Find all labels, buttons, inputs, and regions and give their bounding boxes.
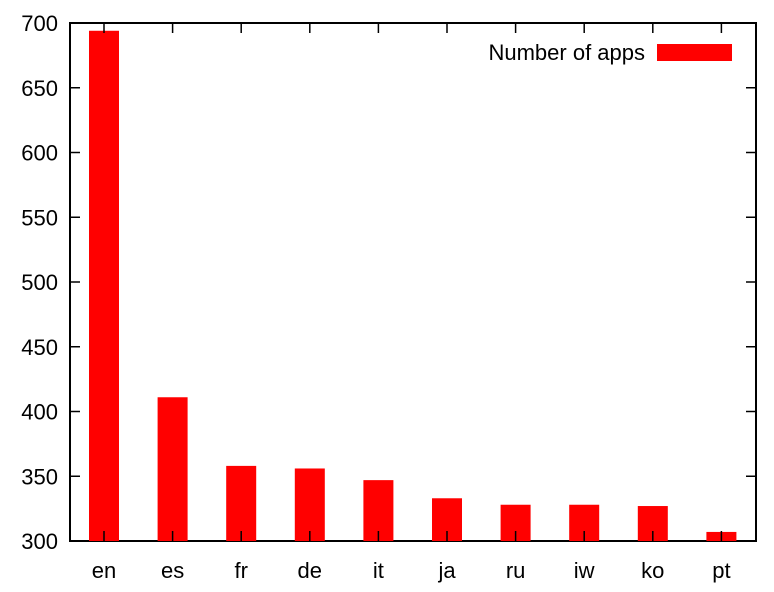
x-tick-label-ja: ja — [437, 558, 456, 583]
bar-es — [157, 397, 188, 541]
y-tick-label: 400 — [21, 400, 58, 425]
y-tick-label: 700 — [21, 11, 58, 36]
x-tick-label-fr: fr — [234, 558, 247, 583]
legend-swatch — [657, 44, 732, 61]
x-tick-label-en: en — [92, 558, 116, 583]
bar-it — [363, 480, 394, 541]
x-tick-label-ru: ru — [506, 558, 526, 583]
y-tick-label: 550 — [21, 205, 58, 230]
bar-en — [89, 30, 119, 542]
x-axis: en es fr de it ja ru iw ko pt — [92, 23, 731, 583]
y-tick-label: 650 — [21, 76, 58, 101]
bars — [89, 30, 737, 542]
y-tick-label: 300 — [21, 529, 58, 554]
y-tick-label: 600 — [21, 141, 58, 166]
y-tick-label: 450 — [21, 335, 58, 360]
x-tick-label-iw: iw — [574, 558, 595, 583]
x-tick-label-es: es — [161, 558, 184, 583]
y-tick-label: 350 — [21, 464, 58, 489]
bar-de — [294, 468, 325, 541]
y-tick-label: 500 — [21, 270, 58, 295]
y-axis: 300 350 400 450 500 550 600 650 700 — [21, 11, 756, 554]
legend-label: Number of apps — [488, 40, 645, 65]
x-tick-label-ko: ko — [641, 558, 664, 583]
x-tick-label-de: de — [298, 558, 322, 583]
bar-fr — [226, 465, 257, 541]
x-tick-label-it: it — [373, 558, 384, 583]
x-tick-label-pt: pt — [712, 558, 730, 583]
legend: Number of apps — [488, 40, 732, 65]
